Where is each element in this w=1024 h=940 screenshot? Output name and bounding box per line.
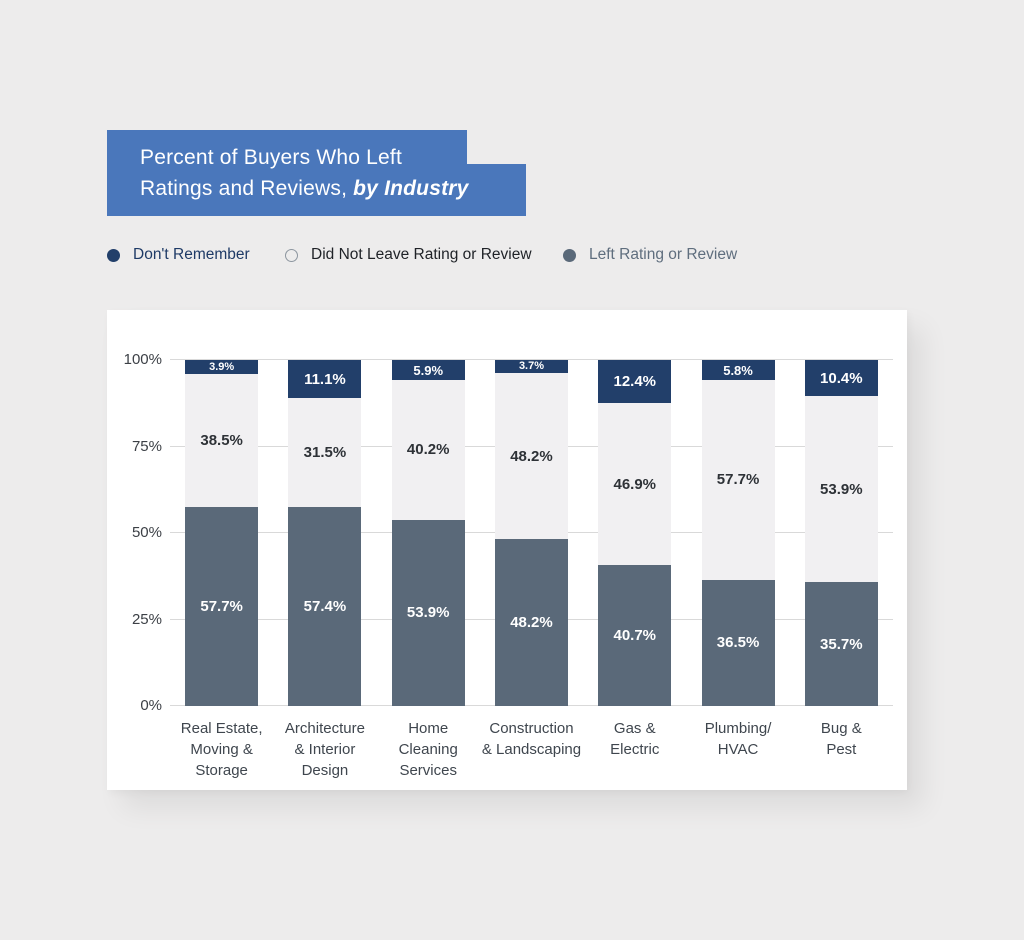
bar-segment-left-rating-or-review: 36.5% [701, 579, 775, 706]
category-label: Architecture & Interior Design [284, 720, 365, 779]
legend-label: Left Rating or Review [589, 246, 738, 263]
segment-value-label: 48.2% [510, 447, 553, 465]
stacked-bar: 11.1% 31.5% 57.4% [288, 360, 362, 706]
y-axis-label: 0% [140, 697, 162, 714]
segment-value-label: 10.4% [820, 369, 863, 387]
category-label: Gas & Electric [610, 720, 660, 758]
bar-segment-left-rating-or-review: 48.2% [494, 539, 568, 706]
bar-segment-don-t-remember: 10.4% [804, 360, 878, 396]
stacked-bar: 5.8% 57.7% 36.5% [701, 360, 775, 706]
bar-segment-don-t-remember: 3.9% [185, 360, 259, 374]
legend-dot-filled-navy-icon [107, 248, 120, 262]
bar-column: 5.8% 57.7% 36.5% [686, 360, 789, 706]
segment-value-label: 53.9% [820, 480, 863, 498]
category-label: Plumbing/HVAC [704, 720, 772, 758]
chart-card: 100% 75% 50% 25% 0% 3.9% 38.5% 57.7% 11.1% 31.5% 5… [107, 310, 907, 790]
segment-value-label: 40.7% [613, 627, 657, 645]
bar-segment-don-t-remember: 5.9% [391, 360, 465, 381]
bar-column: 3.7% 48.2% 48.2% [480, 360, 583, 706]
segment-value-label: 46.9% [613, 475, 657, 493]
category-label: Real Estate, Moving & Storage [180, 720, 263, 779]
bar-segment-did-not-leave-rating-or-review: 48.2% [494, 372, 568, 540]
bar-segment-did-not-leave-rating-or-review: 38.5% [185, 373, 259, 507]
stacked-bar: 5.9% 40.2% 53.9% [391, 360, 465, 706]
stacked-bar: 10.4% 53.9% 35.7% [804, 360, 878, 706]
bar-segment-did-not-leave-rating-or-review: 46.9% [598, 402, 672, 566]
segment-value-label: 57.7% [200, 597, 243, 615]
bar-segment-don-t-remember: 12.4% [598, 360, 672, 403]
legend-label: Don't Remember [133, 246, 250, 263]
legend-dot-filled-slate-icon [563, 248, 576, 262]
legend-label: Did Not Leave Rating or Review [311, 246, 532, 263]
y-axis-label: 100% [123, 351, 162, 368]
bar-segment-left-rating-or-review: 57.4% [288, 507, 362, 706]
chart-title-line2: Ratings and Reviews, by Industry [140, 177, 469, 200]
bar-segment-did-not-leave-rating-or-review: 57.7% [701, 380, 775, 580]
bar-segment-left-rating-or-review: 40.7% [598, 565, 672, 706]
y-axis-label: 25% [131, 610, 162, 628]
gridline [170, 359, 893, 360]
segment-value-label: 5.9% [413, 362, 444, 378]
chart-title: Percent of Buyers Who Left Ratings and R… [107, 130, 527, 204]
segment-value-label: 57.7% [716, 471, 760, 489]
title-banner-background [107, 130, 467, 216]
segment-value-label: 5.8% [723, 362, 753, 378]
segment-value-label: 36.5% [716, 634, 760, 652]
bar-column: 10.4% 53.9% 35.7% [790, 360, 893, 706]
title-banner-step [467, 164, 526, 216]
bar-column: 5.9% 40.2% 53.9% [377, 360, 480, 706]
stacked-bar: 3.9% 38.5% 57.7% [185, 360, 259, 706]
bar-column: 12.4% 46.9% 40.7% [583, 360, 686, 706]
category-label: Home Cleaning Services [398, 720, 458, 779]
stacked-bar: 3.7% 48.2% 48.2% [494, 360, 568, 706]
bar-segment-left-rating-or-review: 35.7% [804, 582, 878, 706]
category-label: Construction & Landscaping [481, 720, 582, 758]
chart-title-emphasis: by Industry [353, 177, 469, 200]
segment-value-label: 3.7% [518, 360, 545, 373]
legend-item-dont-remember: Don't Remember [107, 246, 250, 264]
segment-value-label: 40.2% [406, 441, 450, 459]
legend-item-left-review: Left Rating or Review [563, 246, 737, 264]
segment-value-label: 53.9% [406, 604, 450, 622]
bar-segment-left-rating-or-review: 53.9% [391, 519, 465, 706]
title-banner: Percent of Buyers Who Left Ratings and R… [107, 130, 527, 216]
bar-segment-don-t-remember: 11.1% [288, 360, 362, 399]
segment-value-label: 48.2% [510, 614, 553, 632]
plot-area: 100% 75% 50% 25% 0% 3.9% 38.5% 57.7% 11.1% 31.5% 5… [124, 351, 893, 714]
bars-container: 3.9% 38.5% 57.7% 11.1% 31.5% 57.4% 5.9% 40.2% 53… [170, 360, 893, 706]
segment-value-label: 3.9% [209, 360, 235, 373]
y-axis-label: 50% [131, 524, 162, 541]
stacked-bar: 12.4% 46.9% 40.7% [598, 360, 672, 706]
segment-value-label: 35.7% [820, 635, 863, 653]
category-label: Bug & Pest [820, 720, 862, 758]
segment-value-label: 57.4% [303, 598, 347, 616]
y-axis-label: 75% [131, 437, 162, 455]
chart-title-line1: Percent of Buyers Who Left [140, 146, 402, 169]
x-axis-labels: Real Estate, Moving & Storage Architecture &… [170, 718, 893, 781]
bar-segment-did-not-leave-rating-or-review: 40.2% [391, 380, 465, 520]
bar-column: 3.9% 38.5% 57.7% [170, 360, 273, 706]
segment-value-label: 38.5% [200, 431, 243, 449]
legend: Don't Remember Did Not Leave Rating or R… [107, 246, 927, 270]
legend-dot-hollow-icon [285, 248, 298, 262]
bar-segment-did-not-leave-rating-or-review: 31.5% [288, 398, 362, 508]
bar-column: 11.1% 31.5% 57.4% [273, 360, 376, 706]
bar-segment-don-t-remember: 3.7% [494, 360, 568, 373]
bar-segment-did-not-leave-rating-or-review: 53.9% [804, 396, 878, 583]
bar-segment-don-t-remember: 5.8% [701, 360, 775, 381]
legend-item-did-not-leave: Did Not Leave Rating or Review [285, 246, 532, 264]
bar-segment-left-rating-or-review: 57.7% [185, 506, 259, 706]
segment-value-label: 12.4% [613, 372, 657, 390]
segment-value-label: 11.1% [304, 370, 346, 388]
segment-value-label: 31.5% [303, 444, 347, 462]
